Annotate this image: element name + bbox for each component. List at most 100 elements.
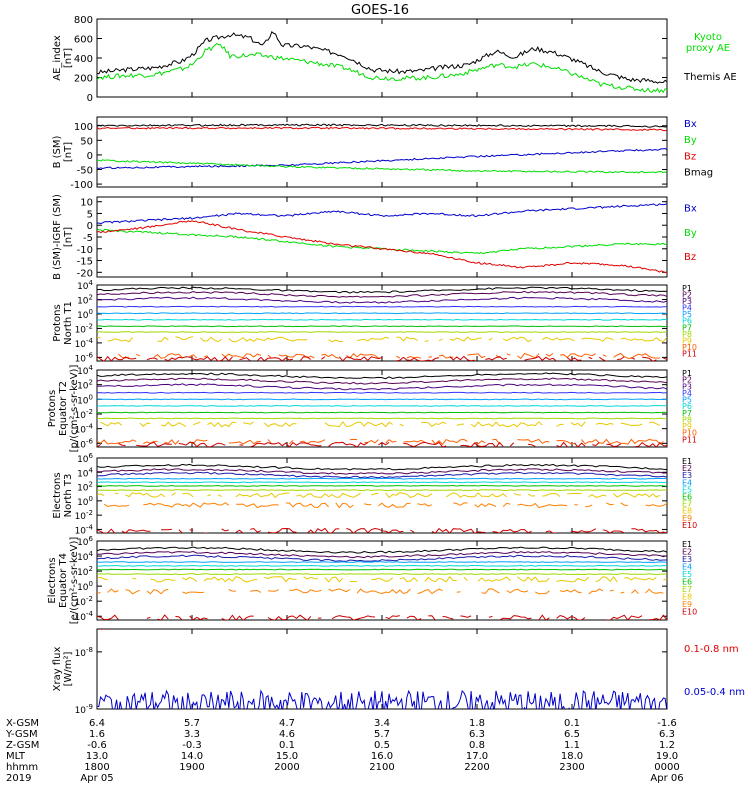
- series-themis-ae: [97, 30, 667, 84]
- channel-p9: [438, 338, 443, 342]
- channel-p10: [492, 438, 500, 445]
- channel-p11: [556, 441, 568, 447]
- panel-frame: [96, 18, 668, 98]
- xrow-value: 3.3: [184, 729, 200, 740]
- channel-e10: [267, 614, 312, 620]
- channel-e10: [431, 527, 486, 533]
- ylabel-line: Equator T2: [58, 381, 69, 436]
- channel-p9: [620, 422, 643, 427]
- channel-p11: [592, 442, 600, 447]
- channel-p11: [250, 441, 322, 447]
- channel-e8: [588, 493, 607, 498]
- channel-p10: [556, 439, 575, 445]
- ytick-label: 10-6: [75, 351, 94, 364]
- channel-e9: [456, 591, 461, 593]
- xrow-value: -1.6: [657, 718, 677, 729]
- xrow-value: 14.0: [181, 751, 203, 762]
- channel-e9: [453, 502, 468, 506]
- series-kyoto-proxy-ae: [97, 42, 667, 94]
- xrow-value: 0.1: [564, 718, 580, 729]
- channel-p11: [606, 443, 621, 447]
- channel-e8: [385, 492, 433, 499]
- channel-p1: [97, 286, 667, 294]
- series-xray-1: [97, 629, 111, 630]
- channel-e6: [97, 484, 667, 487]
- channel-e9: [585, 504, 593, 508]
- ylabel-line: B (SM): [52, 135, 63, 168]
- channel-p10: [136, 354, 140, 357]
- channel-p11: [403, 441, 447, 447]
- channel-p4: [97, 305, 667, 308]
- channel-p10: [396, 355, 401, 359]
- legend-p10: P10: [682, 343, 697, 352]
- channel-e10: [178, 529, 183, 533]
- legend-e9: E9: [682, 514, 692, 523]
- channel-p10: [474, 440, 486, 445]
- channel-e3: [97, 554, 667, 562]
- legend-by: By: [684, 228, 697, 239]
- channel-p10: [581, 438, 664, 445]
- channel-p10: [300, 439, 326, 445]
- channel-p11: [574, 442, 586, 447]
- channel-p9: [157, 336, 169, 343]
- channel-e8: [296, 492, 361, 499]
- channel-e10: [492, 529, 532, 533]
- xrow-label: Y-GSM: [5, 729, 38, 740]
- legend-p3: P3: [682, 382, 692, 391]
- channel-p9: [328, 339, 343, 343]
- channel-p10: [97, 439, 137, 445]
- xrow-value: 16.0: [371, 751, 393, 762]
- channel-e10: [649, 614, 667, 620]
- ytick-label: 600: [74, 35, 93, 46]
- channel-p11: [146, 357, 158, 361]
- channel-p10: [613, 352, 660, 359]
- channel-p9: [570, 421, 586, 427]
- channel-p11: [328, 441, 369, 447]
- xrow-value: Apr 05: [80, 773, 113, 784]
- channel-p9: [107, 337, 133, 343]
- channel-e9: [534, 590, 550, 595]
- channel-e10: [146, 616, 151, 619]
- channel-p9: [556, 423, 564, 427]
- ylabel-line: [e/(cm²-s-sr-keV)]: [69, 537, 80, 625]
- channel-e4: [97, 477, 667, 480]
- channel-p11: [528, 443, 536, 447]
- channel-p11: [299, 356, 312, 361]
- legend-e5: E5: [682, 570, 692, 579]
- channel-p10: [495, 354, 500, 359]
- legend-e9: E9: [682, 600, 692, 609]
- channel-p10: [428, 356, 432, 358]
- channel-p10: [346, 352, 383, 359]
- channel-e2: [97, 468, 667, 475]
- legend-xray-short: 0.05-0.4 nm: [684, 687, 745, 698]
- channel-e10: [488, 615, 493, 618]
- legend-p6: P6: [682, 317, 692, 326]
- xrow-value: 1900: [179, 762, 204, 773]
- channel-p10: [385, 439, 397, 444]
- channel-e8: [303, 576, 318, 580]
- xrow-value: 5.7: [184, 718, 200, 729]
- channel-e8: [399, 577, 418, 582]
- channel-p11: [642, 356, 657, 361]
- channel-p11: [164, 356, 233, 361]
- channel-e9: [146, 588, 169, 595]
- channel-p11: [239, 357, 251, 361]
- channel-p9: [399, 423, 404, 427]
- channel-e9: [335, 502, 354, 509]
- channel-e10: [442, 616, 454, 620]
- channel-p6: [97, 405, 667, 407]
- legend-p1: P1: [682, 284, 692, 293]
- legend-bmag: Bmag: [684, 168, 713, 179]
- series-bmag: [97, 123, 667, 128]
- channel-e9: [606, 502, 614, 506]
- legend-p11: P11: [682, 349, 697, 358]
- channel-e10: [221, 528, 229, 532]
- xrow-value: 0.5: [374, 740, 390, 751]
- legend-p2: P2: [682, 376, 692, 385]
- ytick-label: 0: [87, 93, 93, 104]
- legend-p2: P2: [682, 291, 692, 300]
- legend-e2: E2: [682, 548, 692, 557]
- panel-7: Electrons Equator T4 [e/(cm²-s-sr-keV)]10-…: [47, 535, 697, 624]
- series-by: [97, 126, 667, 132]
